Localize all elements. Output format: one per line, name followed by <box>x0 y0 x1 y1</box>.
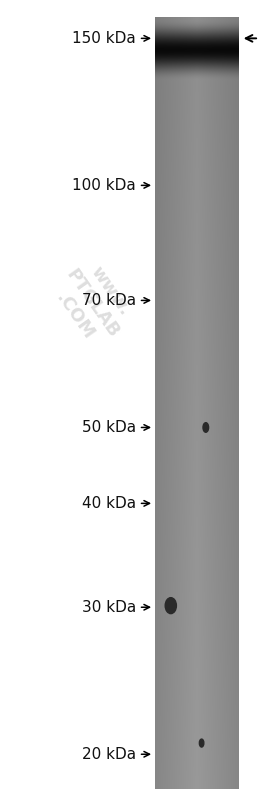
Text: 20 kDa: 20 kDa <box>82 747 136 761</box>
Ellipse shape <box>203 423 209 432</box>
Text: 50 kDa: 50 kDa <box>82 420 136 435</box>
Text: 30 kDa: 30 kDa <box>81 600 136 614</box>
Ellipse shape <box>165 598 176 614</box>
Text: 70 kDa: 70 kDa <box>82 293 136 308</box>
Text: 40 kDa: 40 kDa <box>82 496 136 511</box>
Text: 100 kDa: 100 kDa <box>72 178 136 193</box>
Ellipse shape <box>199 739 204 747</box>
Text: www.
PTGLAB
.COM: www. PTGLAB .COM <box>44 253 141 354</box>
Text: 150 kDa: 150 kDa <box>72 31 136 46</box>
